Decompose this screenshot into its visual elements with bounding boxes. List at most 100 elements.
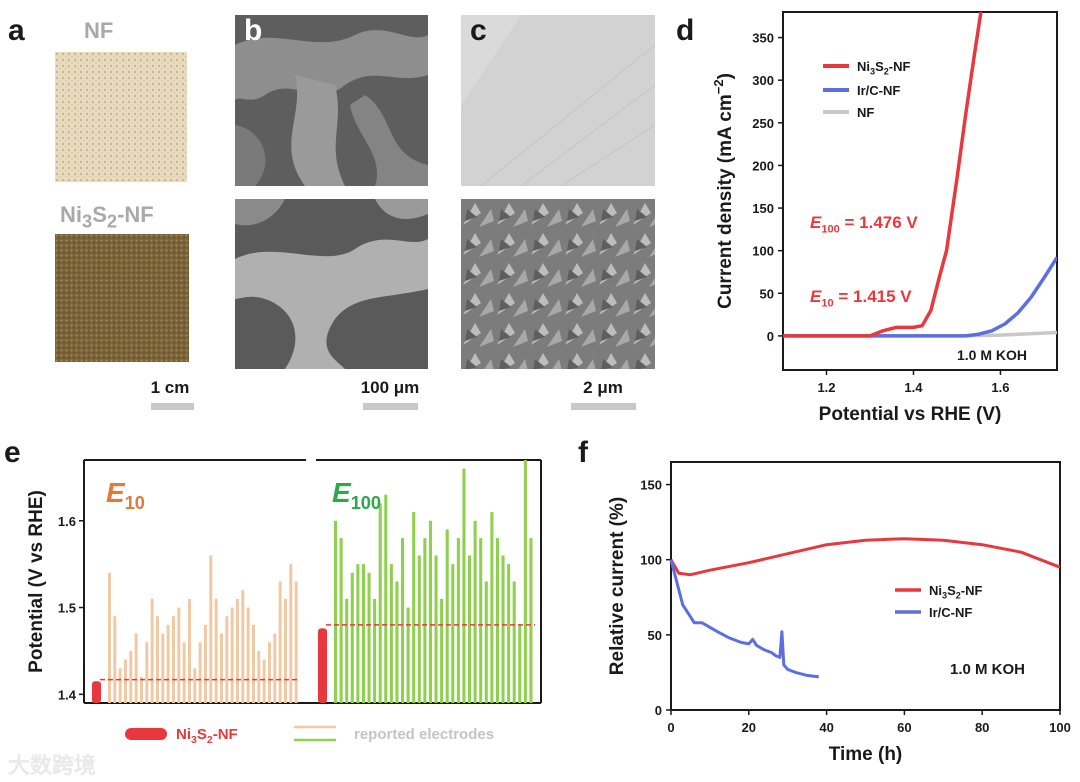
- panel-a-label: a: [8, 14, 25, 47]
- chart-e-reported-bar: [423, 538, 427, 703]
- chart-d-ytick-label: 350: [752, 31, 774, 46]
- chart-e-reported-bar: [518, 624, 522, 703]
- nf-sample-label: NF: [84, 18, 114, 43]
- panel-c-label: c: [470, 14, 487, 47]
- chart-e-reported-bar: [373, 598, 377, 703]
- chart-d-annotation-e10: E10 = 1.415 V: [810, 287, 912, 309]
- chart-e-reported-bar: [395, 581, 399, 703]
- chart-e-reported-bar: [445, 529, 449, 703]
- chart-e-reported-bar: [241, 590, 245, 703]
- chart-d-xtick-label: 1.6: [991, 380, 1009, 395]
- panel-a-scale-text: 1 cm: [150, 378, 190, 397]
- chart-e-reported-bar: [273, 633, 277, 703]
- chart-d-ytick-label: 100: [752, 244, 774, 259]
- chart-e-legend-reported-label: reported electrodes: [354, 726, 494, 743]
- chart-d-ytick-label: 150: [752, 201, 774, 216]
- chart-f-xtick-label: 100: [1049, 720, 1071, 735]
- chart-e-reported-bar: [456, 538, 460, 703]
- chart-e-reported-bar: [188, 598, 191, 703]
- chart-e-reported-bar: [145, 642, 149, 703]
- chart-e-reported-bar: [350, 572, 354, 703]
- chart-e-reported-bar: [384, 494, 388, 703]
- chart-f-annotation-electrolyte: 1.0 M KOH: [950, 661, 1025, 678]
- panel-f-label: f: [578, 436, 588, 469]
- chart-e-reported-bar: [367, 572, 371, 703]
- chart-e-reported-bar: [166, 624, 170, 703]
- chart-e-reported-bar: [172, 616, 175, 703]
- panel-c-scale-bar: [571, 403, 636, 410]
- chart-e-reported-bar: [389, 564, 393, 703]
- chart-f-ytick-label: 50: [648, 628, 662, 643]
- chart-f-xlabel: Time (h): [829, 744, 903, 765]
- chart-f-ytick-label: 150: [640, 478, 662, 493]
- sem-nf-high-mag-drawing: [461, 15, 655, 186]
- chart-f-ylabel: Relative current (%): [607, 497, 628, 675]
- chart-d-series-ir-c-nf: [783, 256, 1057, 338]
- chart-e-reported-bar: [204, 624, 207, 703]
- chart-e-reported-bar: [484, 581, 488, 703]
- chart-e-reported-bar: [236, 598, 239, 703]
- chart-e-reported-bar: [289, 564, 293, 703]
- chart-e-reported-bar: [490, 512, 494, 703]
- chart-f-xtick-label: 40: [819, 720, 833, 735]
- panel-a-scale-bar: [151, 403, 194, 410]
- chart-e-reported-bar: [406, 607, 410, 703]
- chart-e-ytick-label: 1.4: [58, 687, 77, 702]
- chart-f-series-ni3s2-nf: [669, 537, 1061, 577]
- chart-e-reported-bar: [177, 607, 181, 703]
- chart-e-reported-bar: [495, 538, 499, 703]
- chart-e-reported-bar: [140, 676, 143, 703]
- chart-e-legend-ni3s2-swatch: [125, 728, 167, 740]
- chart-d-lsv: 0 50 100 150 200 250 300 350 1.2 1.4 1.6 Potential …: [711, 11, 1058, 425]
- chart-f-legend-label: Ir/C-NF: [929, 605, 972, 620]
- chart-e-reported-bar: [417, 555, 421, 703]
- chart-e-ytick-label: 1.6: [58, 514, 76, 529]
- chart-e-reported-bar: [257, 650, 261, 703]
- chart-e-ni3s2-bar: [92, 681, 101, 703]
- chart-e-reported-bar: [118, 668, 122, 703]
- chart-f-ytick-label: 0: [655, 703, 662, 718]
- chart-e-reported-bar: [230, 607, 234, 703]
- panel-e-label: e: [4, 436, 21, 469]
- chart-e-reported-bar: [124, 659, 127, 703]
- sem-nf-low-mag-drawing: [235, 15, 428, 186]
- chart-d-ytick-label: 0: [767, 329, 774, 344]
- chart-f-series-ir-c-nf: [669, 559, 819, 679]
- chart-e-reported-bar: [462, 468, 466, 703]
- chart-d-ytick-label: 250: [752, 116, 774, 131]
- chart-e-reported-bar: [512, 581, 516, 703]
- chart-d-ytick-label: 200: [752, 158, 774, 173]
- chart-e-reported-bar: [434, 555, 438, 703]
- chart-e-reported-bar: [507, 564, 511, 703]
- chart-f-xtick-label: 60: [897, 720, 911, 735]
- chart-e-group-label: E100: [332, 477, 381, 513]
- ni3s2-photo-texture: [55, 234, 189, 362]
- chart-d-annotation-e100: E100 = 1.476 V: [810, 213, 918, 235]
- sem-ni3s2-high-mag-drawing: [461, 199, 655, 369]
- chart-f-xtick-label: 20: [742, 720, 756, 735]
- panel-b-scale-bar: [363, 403, 418, 410]
- chart-d-legend-label: NF: [857, 105, 874, 120]
- chart-d-legend-label: Ni3S2-NF: [857, 59, 911, 76]
- chart-e-reported-bar: [529, 538, 533, 703]
- chart-d-annotation-electrolyte: 1.0 M KOH: [957, 347, 1027, 363]
- chart-e-reported-bar: [479, 538, 483, 703]
- chart-e-reported-bar: [193, 668, 197, 703]
- chart-e-reported-bar: [451, 564, 455, 703]
- chart-e-reported-bar: [156, 616, 159, 703]
- chart-e-reported-bar: [182, 642, 186, 703]
- chart-d-xtick-label: 1.4: [904, 380, 923, 395]
- chart-e-reported-bar: [284, 598, 287, 703]
- chart-e-reported-bar: [412, 512, 416, 703]
- sem-nf-low-mag: [235, 15, 428, 186]
- panel-b-scale-text: 100 μm: [360, 378, 420, 397]
- chart-f-stability: 0 50 100 150 0 20 40 60 80 100 Time (h) Relative cu…: [607, 461, 1071, 765]
- chart-d-frame: [782, 11, 1058, 371]
- chart-e-reported-bar: [150, 598, 154, 703]
- sem-ni3s2-low-mag: [235, 199, 428, 369]
- chart-e-reported-bar: [378, 503, 382, 703]
- chart-e-reported-bar: [428, 520, 432, 703]
- chart-e-reported-bar: [278, 581, 282, 703]
- chart-d-xtick-label: 1.2: [817, 380, 835, 395]
- ni3s2-photo: [55, 234, 189, 362]
